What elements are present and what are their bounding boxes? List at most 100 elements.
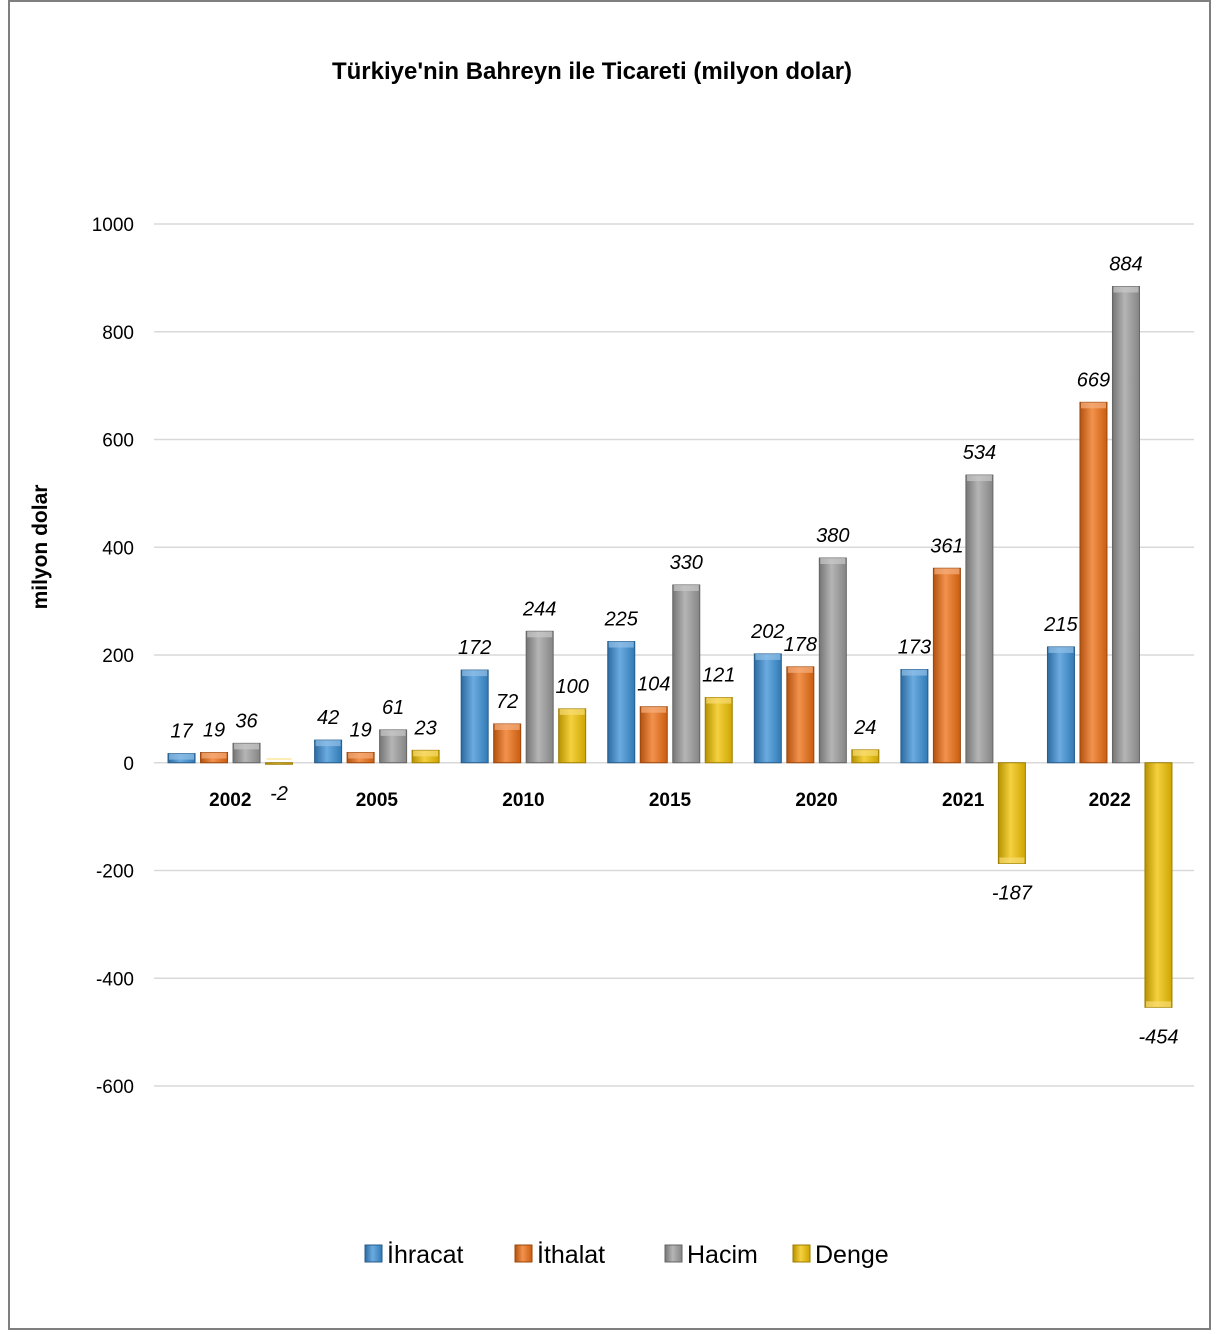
bar-hacim-2020 bbox=[818, 557, 847, 764]
bar-bevel bbox=[1048, 646, 1074, 653]
bar-bevel bbox=[234, 743, 260, 750]
legend-swatch bbox=[664, 1244, 683, 1263]
bar-bevel bbox=[820, 558, 846, 565]
legend-label: Denge bbox=[815, 1241, 889, 1269]
bar-i̇thalat-2020 bbox=[786, 666, 815, 764]
bar-bevel bbox=[462, 670, 488, 677]
bar-hacim-2015 bbox=[672, 584, 701, 764]
bar-i̇thalat-2010 bbox=[493, 723, 522, 764]
bar-bevel bbox=[787, 666, 813, 673]
data-label: 17 bbox=[170, 721, 193, 743]
bar-denge-2021 bbox=[997, 762, 1026, 864]
legend-label: İhracat bbox=[387, 1240, 463, 1269]
y-tick-label: 1000 bbox=[92, 215, 134, 236]
data-label: 19 bbox=[349, 720, 371, 742]
bar-bevel bbox=[641, 706, 667, 713]
bar-i̇thalat-2015 bbox=[639, 706, 668, 764]
x-category-label: 2015 bbox=[649, 790, 692, 811]
data-label: 42 bbox=[317, 707, 339, 729]
chart-title: Türkiye'nin Bahreyn ile Ticareti (milyon… bbox=[332, 58, 852, 85]
bar-hacim-2010 bbox=[525, 630, 554, 764]
bar-bevel bbox=[706, 697, 732, 704]
bar-bevel bbox=[852, 749, 878, 756]
y-tick-label: 600 bbox=[102, 431, 134, 452]
bar-bevel bbox=[999, 857, 1025, 864]
bar-denge-2022 bbox=[1144, 762, 1173, 1008]
data-label: 24 bbox=[853, 717, 876, 739]
bar-bevel bbox=[901, 669, 927, 676]
y-tick-label: -200 bbox=[96, 862, 134, 883]
data-labels: 17 19 36 -2 42 19 61 23 172 72 244 100 225 104 330 121 2… bbox=[170, 253, 1178, 1048]
x-category-label: 2021 bbox=[942, 790, 985, 811]
data-label: 534 bbox=[963, 442, 996, 464]
legend-swatch bbox=[792, 1244, 811, 1263]
y-tick-label: 0 bbox=[123, 754, 134, 775]
bar-i̇hracat-2015 bbox=[607, 641, 636, 764]
x-category-label: 2005 bbox=[356, 790, 399, 811]
bar-bevel bbox=[413, 750, 439, 757]
data-label: 244 bbox=[522, 598, 556, 620]
y-tick-label: 200 bbox=[102, 646, 134, 667]
y-axis-label: milyon dolar bbox=[29, 485, 52, 610]
bar-bevel bbox=[494, 723, 520, 730]
y-axis-ticks: 1000 800 600 400 200 0 -200 -400 -600 bbox=[92, 215, 134, 1098]
bar-i̇thalat-2022 bbox=[1079, 401, 1108, 764]
bars bbox=[167, 285, 1173, 1008]
bar-bevel bbox=[348, 752, 374, 759]
x-category-label: 2002 bbox=[209, 790, 251, 811]
x-category-label: 2022 bbox=[1089, 790, 1131, 811]
data-label: 178 bbox=[784, 634, 817, 656]
chart-frame: Türkiye'nin Bahreyn ile Ticareti (milyon… bbox=[8, 0, 1211, 1330]
data-label: 61 bbox=[382, 697, 404, 719]
data-label: -187 bbox=[992, 882, 1033, 904]
bar-bevel bbox=[1145, 1001, 1171, 1008]
data-label: 172 bbox=[458, 637, 491, 659]
bar-bevel bbox=[559, 708, 585, 715]
bar-bevel bbox=[755, 653, 781, 660]
data-label: -2 bbox=[270, 783, 288, 805]
bar-bevel bbox=[266, 758, 292, 760]
data-label: 104 bbox=[637, 674, 670, 696]
data-label: 330 bbox=[670, 552, 703, 574]
bar-i̇thalat-2021 bbox=[932, 567, 961, 764]
bar-bevel bbox=[1080, 402, 1106, 409]
data-label: 202 bbox=[750, 621, 784, 643]
bar-i̇hracat-2020 bbox=[753, 653, 782, 764]
y-tick-label: 800 bbox=[102, 323, 134, 344]
chart-svg: Türkiye'nin Bahreyn ile Ticareti (milyon… bbox=[29, 58, 1194, 1269]
data-label: 100 bbox=[555, 676, 588, 698]
bar-hacim-2022 bbox=[1111, 285, 1140, 764]
bar-i̇hracat-2022 bbox=[1046, 646, 1075, 764]
bar-denge-2015 bbox=[704, 697, 733, 764]
x-category-label: 2020 bbox=[795, 790, 837, 811]
x-axis-categories: 2002 2005 2010 2015 2020 2021 2022 bbox=[209, 790, 1131, 811]
data-label: 884 bbox=[1109, 253, 1142, 275]
legend-swatch bbox=[364, 1244, 383, 1263]
bar-bevel bbox=[608, 641, 634, 648]
legend: İhracat İthalat Hacim Denge bbox=[364, 1240, 889, 1269]
bar-hacim-2021 bbox=[965, 474, 994, 764]
bar-i̇hracat-2021 bbox=[900, 669, 929, 764]
data-label: 36 bbox=[235, 710, 258, 732]
bar-bevel bbox=[527, 631, 553, 638]
bar-denge-2002 bbox=[265, 762, 294, 765]
data-label: 173 bbox=[898, 637, 931, 659]
y-tick-label: -400 bbox=[96, 969, 134, 990]
bar-bevel bbox=[966, 475, 992, 482]
legend-label: İthalat bbox=[537, 1240, 605, 1269]
data-label: 215 bbox=[1043, 614, 1078, 636]
x-category-label: 2010 bbox=[502, 790, 544, 811]
data-label: 361 bbox=[930, 535, 963, 557]
bar-i̇hracat-2010 bbox=[460, 669, 489, 764]
bar-bevel bbox=[380, 729, 406, 736]
data-label: 380 bbox=[816, 525, 849, 547]
bar-bevel bbox=[673, 584, 699, 591]
data-label: 121 bbox=[702, 665, 735, 687]
bar-bevel bbox=[315, 740, 341, 747]
data-label: 72 bbox=[496, 691, 518, 713]
data-label: 225 bbox=[604, 609, 639, 631]
bar-bevel bbox=[934, 568, 960, 575]
y-tick-label: -600 bbox=[96, 1077, 134, 1098]
data-label: -454 bbox=[1138, 1026, 1178, 1048]
y-tick-label: 400 bbox=[102, 538, 134, 559]
